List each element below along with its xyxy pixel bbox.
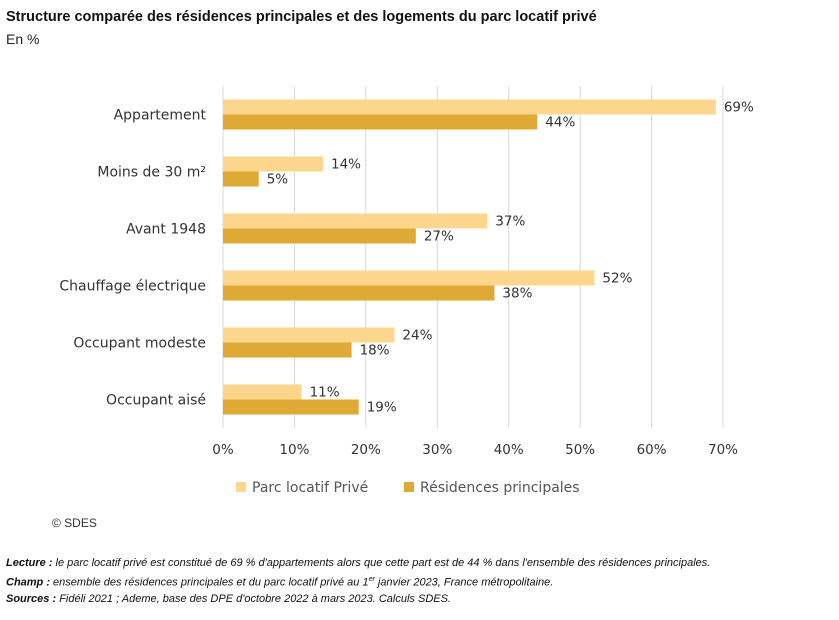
category-label: Moins de 30 m²	[97, 165, 206, 181]
x-tick-label: 60%	[637, 442, 667, 458]
legend-label: Parc locatif Privé	[252, 480, 368, 496]
bar-residences-principales	[223, 114, 538, 130]
data-label: 44%	[545, 115, 575, 131]
bar-parc-locatif-prive	[223, 270, 595, 286]
bar-parc-locatif-prive	[223, 99, 716, 115]
bar-parc-locatif-prive	[223, 384, 302, 400]
x-tick-label: 30%	[422, 442, 452, 458]
note-champ-text-1: ensemble des résidences principales et d…	[50, 576, 369, 589]
x-tick-label: 70%	[708, 442, 738, 458]
data-label: 69%	[724, 100, 754, 116]
category-label: Occupant modeste	[73, 336, 206, 352]
data-label: 14%	[331, 157, 361, 173]
note-lecture-text: le parc locatif privé est constitué de 6…	[52, 557, 711, 569]
bar-parc-locatif-prive	[223, 156, 323, 172]
category-label: Chauffage électrique	[59, 279, 206, 295]
chart-subtitle: En %	[6, 31, 40, 47]
legend-swatch	[404, 482, 414, 492]
note-sources-text: Fidéli 2021 ; Ademe, base des DPE d'octo…	[56, 592, 451, 605]
copyright-text: © SDES	[52, 516, 97, 530]
legend-swatch	[236, 482, 246, 492]
data-label: 5%	[267, 172, 289, 188]
legend-label: Résidences principales	[420, 480, 580, 496]
bar-residences-principales	[223, 399, 359, 415]
x-tick-label: 20%	[351, 442, 381, 458]
bar-residences-principales	[223, 285, 495, 301]
bar-residences-principales	[223, 171, 259, 187]
data-label: 18%	[360, 343, 390, 359]
x-tick-label: 50%	[565, 442, 595, 458]
data-label: 52%	[602, 271, 632, 287]
data-label: 37%	[495, 214, 525, 230]
data-label: 24%	[402, 328, 432, 344]
note-champ-sup: er	[368, 575, 375, 583]
data-label: 19%	[367, 400, 397, 416]
x-tick-label: 40%	[494, 442, 524, 458]
chart-notes: Lecture : le parc locatif privé est cons…	[6, 555, 710, 607]
category-label: Appartement	[114, 108, 207, 124]
note-champ-text-2: janvier 2023, France métropolitaine.	[374, 576, 554, 589]
bar-residences-principales	[223, 228, 416, 244]
note-champ: Champ : ensemble des résidences principa…	[6, 572, 710, 591]
note-lecture: Lecture : le parc locatif privé est cons…	[6, 555, 710, 572]
bar-chart: 0% 10% 20% 30% 40% 50% 60% 70% Appartement 69% 44%…	[59, 86, 754, 496]
data-label: 38%	[502, 286, 532, 302]
category-label: Avant 1948	[126, 222, 206, 238]
data-label: 11%	[310, 385, 340, 401]
chart-title: Structure comparée des résidences princi…	[6, 9, 597, 25]
x-tick-label: 0%	[212, 442, 234, 458]
note-champ-label: Champ :	[6, 576, 50, 589]
data-label: 27%	[424, 229, 454, 245]
note-lecture-label: Lecture :	[6, 557, 53, 569]
note-sources: Sources : Fidéli 2021 ; Ademe, base des …	[6, 591, 710, 608]
bar-parc-locatif-prive	[223, 213, 488, 229]
category-label: Occupant aisé	[106, 393, 206, 409]
x-tick-label: 10%	[279, 442, 309, 458]
bar-residences-principales	[223, 342, 352, 358]
note-sources-label: Sources :	[6, 592, 57, 605]
bar-parc-locatif-prive	[223, 327, 395, 343]
